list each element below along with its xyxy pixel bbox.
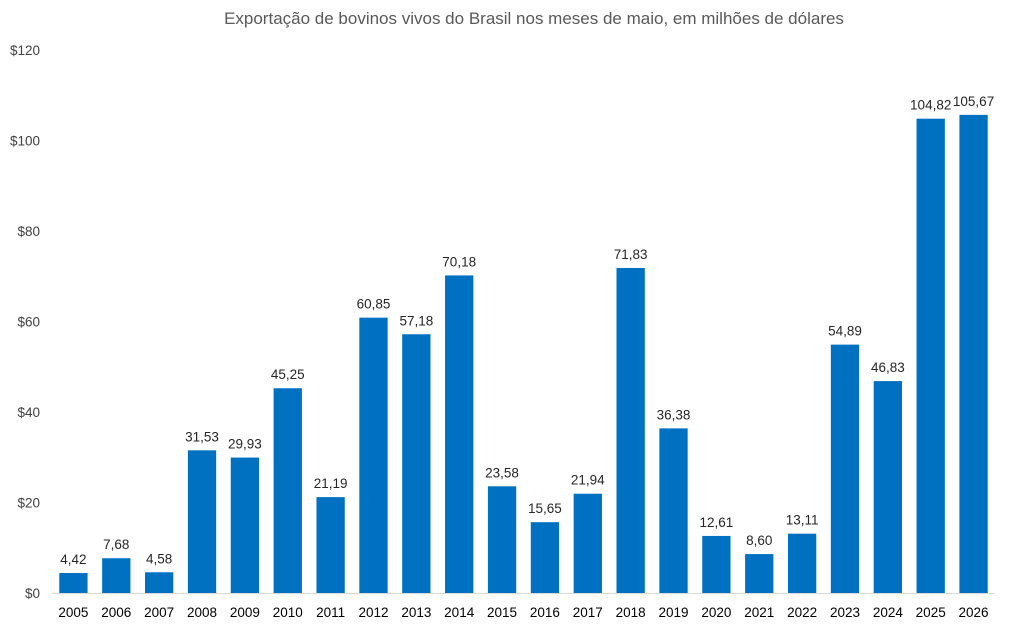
x-tick-label: 2023: [830, 605, 860, 620]
data-label: 60,85: [357, 297, 391, 312]
bar-2015: [487, 486, 517, 593]
bar-2022: [787, 533, 817, 593]
y-tick-label: $60: [17, 315, 40, 330]
data-label: 57,18: [399, 313, 433, 328]
x-tick-label: 2013: [401, 605, 431, 620]
bar-2008: [187, 450, 217, 593]
x-tick-label: 2026: [959, 605, 989, 620]
x-tick-label: 2020: [701, 605, 731, 620]
data-label: 71,83: [614, 247, 648, 262]
bar-2020: [702, 535, 731, 593]
bar-2013: [402, 334, 431, 593]
bar-2014: [445, 275, 474, 593]
x-tick-label: 2022: [787, 605, 817, 620]
bars: [59, 114, 988, 593]
data-label: 12,61: [699, 515, 733, 530]
data-label: 15,65: [528, 501, 562, 516]
bar-2009: [230, 457, 260, 593]
x-tick-label: 2017: [573, 605, 603, 620]
x-tick-label: 2014: [444, 605, 475, 620]
bar-2026: [959, 114, 988, 593]
bar-2006: [102, 558, 131, 593]
data-labels: 4,42 7,68 4,58 31,53 29,93 45,25 21,19 60,85 57,…: [60, 94, 994, 567]
data-label: 45,25: [271, 367, 305, 382]
bar-2011: [316, 497, 345, 593]
data-label: 36,38: [657, 407, 691, 422]
x-tick-label: 2009: [230, 605, 260, 620]
y-axis: $0 $20 $40 $60 $80 $100 $120: [10, 43, 40, 601]
data-label: 104,82: [910, 98, 951, 113]
data-label: 31,53: [185, 429, 219, 444]
y-tick-label: $20: [17, 496, 40, 511]
y-tick-label: $100: [10, 134, 40, 149]
data-label: 4,42: [60, 552, 86, 567]
x-tick-label: 2021: [744, 605, 774, 620]
data-label: 7,68: [103, 537, 129, 552]
data-label: 29,93: [228, 437, 262, 452]
bar-2005: [59, 572, 88, 593]
data-label: 54,89: [828, 324, 862, 339]
x-tick-label: 2019: [658, 605, 688, 620]
y-tick-label: $80: [17, 224, 40, 239]
y-tick-label: $120: [10, 43, 40, 58]
data-label: 21,19: [314, 476, 348, 491]
data-label: 21,94: [571, 473, 605, 488]
data-label: 23,58: [485, 465, 519, 480]
bar-2018: [616, 267, 645, 593]
bar-2019: [659, 428, 688, 593]
bar-2023: [830, 344, 860, 593]
bar-2016: [530, 522, 560, 593]
bar-2025: [916, 118, 945, 593]
data-label: 105,67: [953, 94, 994, 109]
x-tick-label: 2012: [358, 605, 388, 620]
x-tick-label: 2016: [530, 605, 560, 620]
bar-2017: [573, 493, 602, 593]
bar-2012: [359, 317, 388, 593]
x-tick-label: 2015: [487, 605, 517, 620]
x-tick-label: 2006: [101, 605, 131, 620]
x-tick-label: 2025: [916, 605, 946, 620]
x-tick-label: 2024: [873, 605, 904, 620]
bar-2024: [873, 381, 902, 593]
data-label: 4,58: [146, 551, 172, 566]
y-tick-label: $40: [17, 405, 40, 420]
x-tick-label: 2008: [187, 605, 217, 620]
data-label: 46,83: [871, 360, 905, 375]
x-tick-label: 2018: [616, 605, 646, 620]
bar-2021: [745, 554, 774, 593]
y-tick-label: $0: [25, 586, 40, 601]
x-tick-label: 2007: [144, 605, 174, 620]
x-tick-label: 2005: [58, 605, 88, 620]
bar-2010: [273, 388, 302, 593]
data-label: 70,18: [442, 254, 476, 269]
data-label: 13,11: [786, 513, 819, 528]
x-axis: 2005 2006 2007 2008 2009 2010 2011 2012 2013 2014…: [58, 605, 988, 620]
chart-title: Exportação de bovinos vivos do Brasil no…: [224, 9, 844, 28]
x-tick-label: 2010: [273, 605, 303, 620]
bar-2007: [145, 572, 174, 593]
x-tick-label: 2011: [316, 605, 345, 620]
data-label: 8,60: [746, 533, 772, 548]
